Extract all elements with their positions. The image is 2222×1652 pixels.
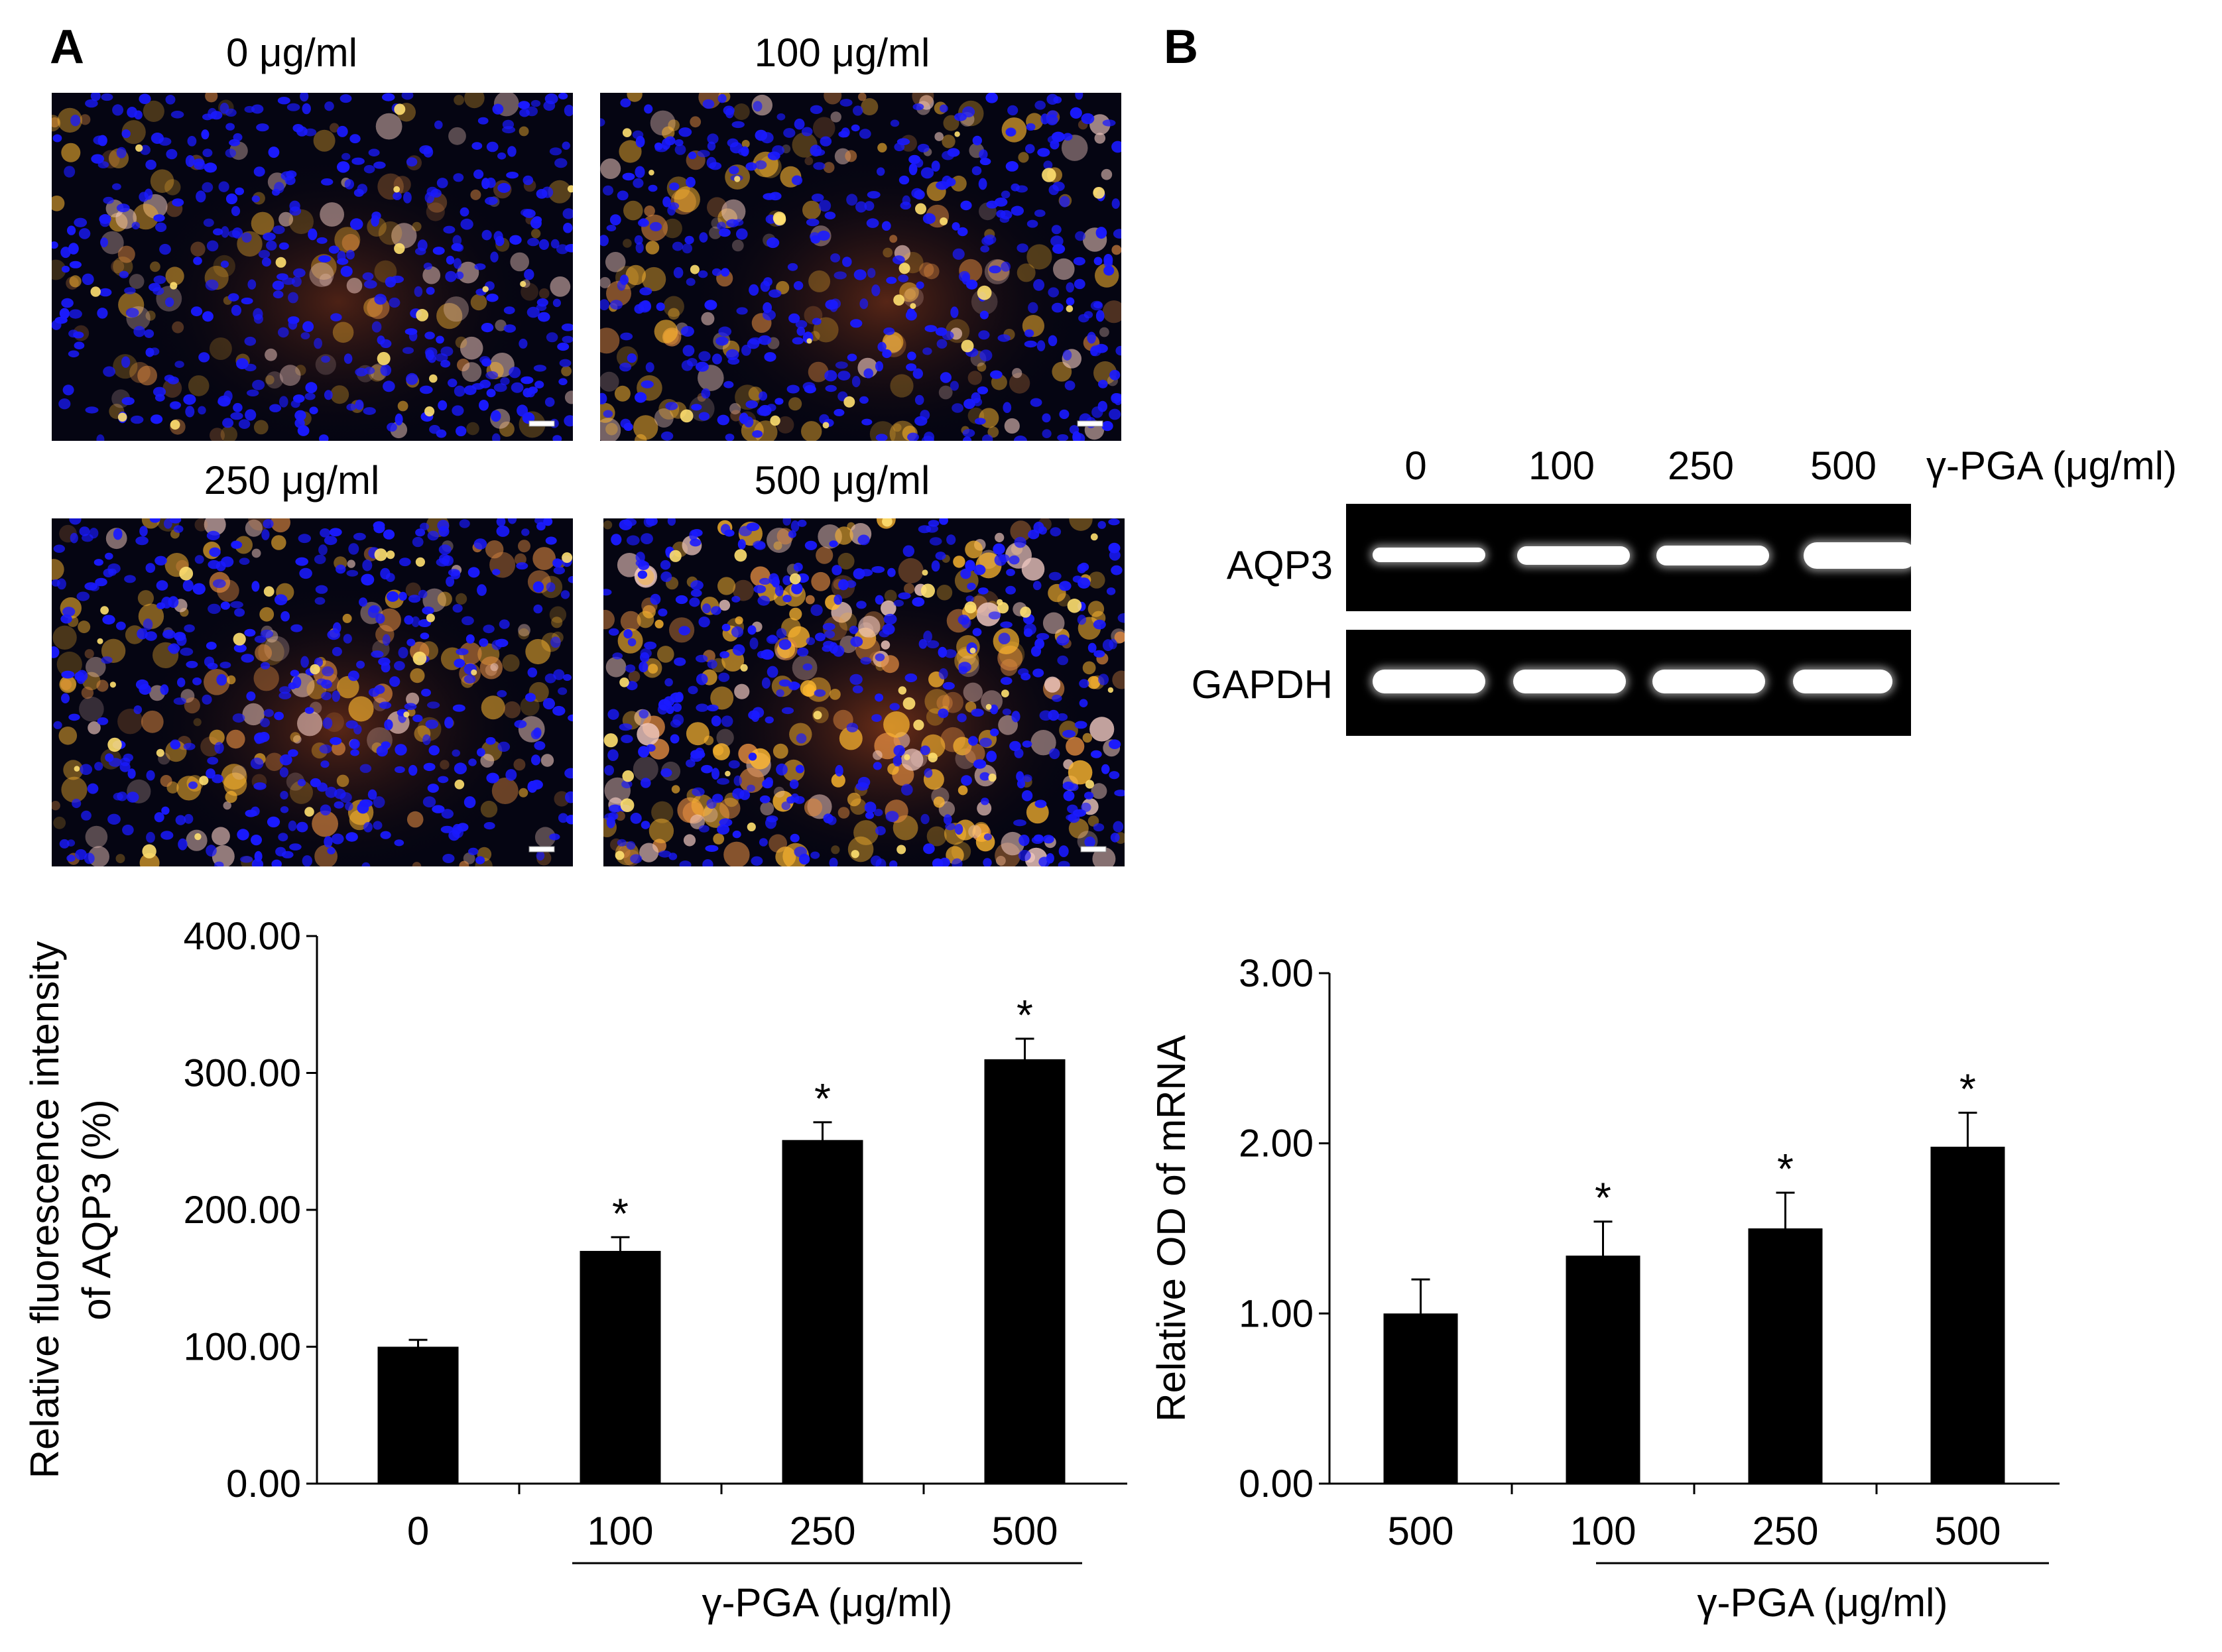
micrograph-label-100: 100 μg/ml: [754, 30, 930, 75]
micrograph-0: [52, 93, 573, 441]
gel-band: [1517, 546, 1630, 565]
mrna-bar-chart: 0.00 1.00 2.00 3.00 500 * 100 * 250 * 500 γ-PGA (μg…: [1127, 875, 2222, 1652]
significance-marker-2: *: [1777, 1145, 1794, 1193]
micrograph-label-500: 500 μg/ml: [754, 458, 930, 502]
fluorescence-bar-chart: 0.00 100.00 200.00 300.00 400.00 0 * 100 * 250 * 50…: [0, 875, 1127, 1652]
gel-band: [1793, 670, 1892, 693]
x-tick-label-2: 250: [789, 1509, 855, 1553]
micrograph-label-250: 250 μg/ml: [204, 458, 380, 502]
gel-band: [1804, 542, 1911, 569]
x-tick-label-2: 250: [1752, 1509, 1818, 1553]
x-tick-label-3: 500: [991, 1509, 1058, 1553]
gel-band: [1652, 670, 1765, 693]
significance-marker-3: *: [1017, 991, 1033, 1039]
y-axis-label-line2: of AQP3 (%): [74, 1099, 119, 1320]
y-tick-label: 100.00: [184, 1326, 301, 1369]
y-tick-label: 1.00: [1239, 1292, 1314, 1335]
gel-unit-label: γ-PGA (μg/ml): [1926, 443, 2177, 488]
x-tick-label-0: 0: [407, 1509, 429, 1553]
bar-1: [1566, 1256, 1640, 1484]
gel-strip-gapdh: [1346, 630, 1911, 736]
gel-band: [1656, 546, 1769, 565]
significance-marker-1: *: [1595, 1174, 1611, 1222]
panel-b-letter: B: [1164, 21, 1198, 74]
y-tick-label: 300.00: [184, 1052, 301, 1095]
x-axis-label: γ-PGA (μg/ml): [1697, 1580, 1948, 1625]
y-tick-label: 400.00: [184, 915, 301, 958]
significance-marker-1: *: [612, 1189, 629, 1237]
y-axis-label: Relative OD of mRNA: [1149, 1035, 1194, 1421]
bar-3: [984, 1059, 1066, 1484]
gel-lane-label-0: 0: [1404, 443, 1427, 488]
y-tick-label: 0.00: [226, 1462, 301, 1505]
gel-band: [1373, 670, 1485, 693]
panel-a-letter: A: [50, 21, 84, 74]
gel-strip-aqp3: [1346, 504, 1911, 611]
fluorescence-chart-svg: 0.00 100.00 200.00 300.00 400.00 0 * 100 * 250 * 50…: [23, 915, 1127, 1625]
gel-lane-label-500: 500: [1810, 443, 1877, 488]
x-tick-label-3: 500: [1934, 1509, 2001, 1553]
significance-marker-2: *: [814, 1075, 831, 1122]
x-tick-label-0: 500: [1387, 1509, 1453, 1553]
y-tick-label: 200.00: [184, 1189, 301, 1232]
significance-marker-3: *: [1959, 1065, 1976, 1112]
gel-band: [1513, 670, 1626, 693]
y-tick-label: 0.00: [1239, 1462, 1314, 1505]
bar-3: [1930, 1146, 2005, 1484]
bar-0: [377, 1346, 459, 1484]
y-axis-label: Relative fluorescence intensity: [23, 941, 67, 1478]
x-axis-label: γ-PGA (μg/ml): [702, 1580, 953, 1625]
gel-band: [1373, 548, 1485, 562]
gel-row-label-aqp3: AQP3: [1226, 543, 1333, 587]
y-tick-label: 3.00: [1239, 952, 1314, 995]
x-tick-label-1: 100: [587, 1509, 653, 1553]
gel-row-label-gapdh: GAPDH: [1191, 662, 1333, 707]
y-tick-label: 2.00: [1239, 1122, 1314, 1165]
gel-lane-label-100: 100: [1528, 443, 1595, 488]
micrograph-500: [603, 518, 1125, 866]
micrograph-250: [52, 518, 573, 866]
x-tick-label-1: 100: [1570, 1509, 1636, 1553]
bar-2: [1748, 1228, 1823, 1484]
gel-lane-label-250: 250: [1667, 443, 1735, 488]
mrna-chart-svg: 0.00 1.00 2.00 3.00 500 * 100 * 250 * 500 γ-PGA (μg…: [1149, 952, 2060, 1625]
bar-2: [782, 1140, 863, 1484]
bar-1: [580, 1250, 661, 1484]
micrograph-label-0: 0 μg/ml: [226, 30, 357, 75]
micrograph-100: [600, 93, 1121, 441]
